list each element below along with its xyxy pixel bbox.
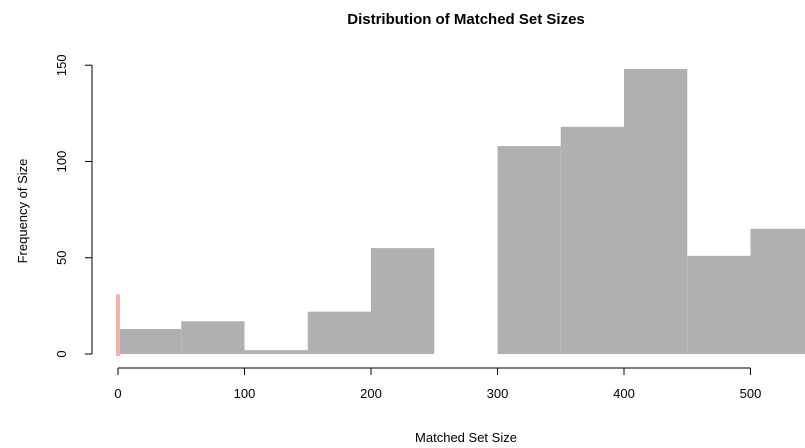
histogram-bar: [687, 255, 751, 354]
y-axis-label: Frequency of Size: [15, 159, 30, 264]
x-tick-label: 300: [487, 386, 509, 401]
histogram-bar: [181, 321, 245, 354]
histogram-bar: [118, 328, 182, 354]
y-tick-label: 100: [54, 151, 69, 173]
x-axis: 0 100 200 300 400 500: [114, 367, 762, 401]
histogram-bar: [497, 146, 561, 354]
x-tick-label: 400: [613, 386, 635, 401]
y-axis: 0 50 100 150: [54, 54, 93, 358]
histogram-bar: [750, 228, 805, 354]
histogram-bar: [560, 126, 624, 354]
histogram-bar: [244, 350, 308, 354]
x-tick-label: 200: [360, 386, 382, 401]
x-tick-label: 100: [234, 386, 256, 401]
y-tick-label: 50: [54, 251, 69, 265]
y-tick-label: 0: [54, 350, 69, 357]
x-tick-label: 500: [740, 386, 762, 401]
bars-layer: [118, 69, 805, 354]
y-tick-label: 150: [54, 54, 69, 76]
histogram-bar: [624, 69, 688, 354]
x-axis-label: Matched Set Size: [415, 430, 517, 445]
histogram-bar: [371, 248, 435, 354]
histogram-bar: [307, 311, 371, 354]
chart-title: Distribution of Matched Set Sizes: [347, 11, 585, 28]
x-tick-label: 0: [114, 386, 121, 401]
